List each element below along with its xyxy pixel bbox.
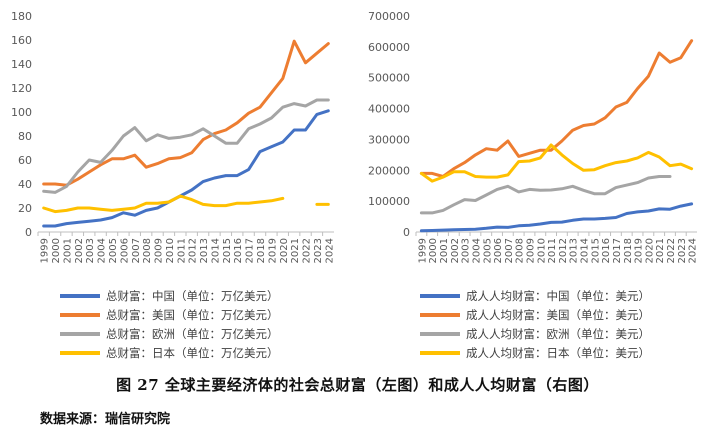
chart1-x-tick-label-21: 2020: [644, 238, 655, 263]
chart0-y-tick-label-7: 140: [11, 58, 32, 71]
chart0-x-tick-label-23: 2022: [302, 238, 313, 263]
chart0-y-tick-label-5: 100: [11, 106, 32, 119]
per-adult-wealth-chart-svg: 0 100000 200000 300000 400000 500000 600000 700…: [368, 10, 699, 360]
chart1-x-tick-label-3: 2002: [450, 238, 461, 263]
chart1-x-tick-label-12: 2011: [547, 238, 558, 263]
chart0-x-tick-label-20: 2019: [267, 238, 278, 263]
chart1-x-tick-label-24: 2023: [677, 238, 688, 263]
data-source: 数据来源：瑞信研究院: [40, 412, 171, 427]
chart1-y-tick-label-5: 500000: [368, 72, 410, 85]
chart1-x-tick-label-8: 2007: [504, 238, 515, 263]
chart1-x-tick-label-18: 2017: [612, 238, 623, 263]
chart0-x-tick-label-24: 2023: [313, 238, 324, 263]
chart0-x-tick-label-21: 2020: [279, 238, 290, 263]
chart0-x-tick-label-22: 2021: [290, 238, 301, 263]
chart1-x-tick-label-22: 2021: [655, 238, 666, 263]
chart1-y-tick-label-4: 400000: [368, 103, 410, 116]
figure-caption: 图 27 全球主要经济体的社会总财富（左图）和成人人均财富（右图）: [0, 374, 715, 395]
chart0-y-tick-label-4: 80: [18, 130, 32, 143]
chart0-x-tick-label-3: 2002: [74, 238, 85, 263]
chart1-x-tick-label-2: 2001: [439, 238, 450, 263]
chart1-x-tick-label-10: 2009: [525, 238, 536, 263]
chart0-y-tick-label-0: 0: [25, 226, 32, 239]
chart1-x-tick-label-1: 2000: [428, 238, 439, 263]
chart0-x-tick-label-7: 2006: [119, 238, 130, 263]
chart1-y-tick-label-1: 100000: [368, 195, 410, 208]
chart1-x-tick-label-7: 2006: [493, 238, 504, 263]
total-wealth-chart: 0 20 40 60 80 100 120 140 160 180 1999 2000 2001 2002…: [0, 0, 358, 372]
chart0-legend-label-2: 总财富：欧洲（单位：万亿美元）: [106, 327, 279, 341]
chart0-x-tick-label-0: 1999: [40, 238, 51, 263]
chart1-x-tick-label-16: 2015: [590, 238, 601, 263]
chart0-x-tick-label-13: 2012: [188, 238, 199, 263]
chart0-y-tick-label-9: 180: [11, 10, 32, 23]
chart0-x-tick-label-5: 2004: [97, 238, 108, 263]
total-wealth-chart-svg: 0 20 40 60 80 100 120 140 160 180 1999 2000 2001 2002…: [11, 10, 335, 360]
chart1-x-tick-label-4: 2003: [461, 238, 472, 263]
chart0-x-tick-label-15: 2014: [210, 238, 221, 263]
chart0-x-tick-label-12: 2011: [176, 238, 187, 263]
chart0-x-tick-label-1: 2000: [51, 238, 62, 263]
chart0-x-tick-label-18: 2017: [245, 238, 256, 263]
chart0-series-3-line-0: [42, 194, 285, 214]
chart1-series-0-line-0: [419, 202, 694, 233]
chart0-series-2-line-0: [42, 98, 330, 194]
chart1-x-tick-label-15: 2014: [580, 238, 591, 263]
chart1-y-tick-label-2: 200000: [368, 164, 410, 177]
chart0-x-tick-label-14: 2013: [199, 238, 210, 263]
chart1-series-2-line-0: [419, 175, 672, 215]
chart0-y-tick-label-8: 160: [11, 34, 32, 47]
chart0-series-1-line-0: [42, 39, 330, 187]
chart1-x-tick-label-17: 2016: [601, 238, 612, 263]
chart1-y-tick-label-7: 700000: [368, 10, 410, 23]
chart0-x-tick-label-8: 2007: [131, 238, 142, 263]
chart0-x-tick-label-16: 2015: [222, 238, 233, 263]
chart1-y-tick-label-3: 300000: [368, 133, 410, 146]
chart1-x-tick-label-14: 2013: [569, 238, 580, 263]
per-adult-wealth-chart: 0 100000 200000 300000 400000 500000 600000 700…: [358, 0, 715, 372]
chart1-series-3-line-0: [419, 143, 694, 183]
chart0-legend-label-3: 总财富：日本（单位：万亿美元）: [106, 346, 279, 360]
chart0-y-tick-label-1: 20: [18, 202, 32, 215]
chart0-legend-label-0: 总财富：中国（单位：万亿美元）: [106, 289, 279, 303]
chart1-x-tick-label-20: 2019: [634, 238, 645, 263]
chart1-x-tick-label-11: 2010: [536, 238, 547, 263]
chart0-x-tick-label-17: 2016: [233, 238, 244, 263]
chart0-x-tick-label-6: 2005: [108, 238, 119, 263]
chart0-x-tick-label-19: 2018: [256, 238, 267, 263]
chart0-y-tick-label-6: 120: [11, 82, 32, 95]
chart1-legend-label-2: 成人人均财富：欧洲（单位：美元）: [466, 327, 650, 341]
chart1-x-tick-label-13: 2012: [558, 238, 569, 263]
chart1-y-tick-label-0: 0: [403, 226, 410, 239]
chart1-x-tick-label-9: 2008: [515, 238, 526, 263]
chart0-x-tick-label-2: 2001: [62, 238, 73, 263]
chart1-legend-label-0: 成人人均财富：中国（单位：美元）: [466, 289, 650, 303]
chart0-x-tick-label-9: 2008: [142, 238, 153, 263]
chart1-x-tick-label-5: 2004: [471, 238, 482, 263]
chart0-series-0-line-0: [42, 109, 330, 228]
chart1-x-tick-label-19: 2018: [623, 238, 634, 263]
chart1-x-tick-label-0: 1999: [417, 238, 428, 263]
chart0-x-tick-label-11: 2010: [165, 238, 176, 263]
chart1-legend-label-3: 成人人均财富：日本（单位：美元）: [466, 346, 650, 360]
chart1-legend-label-1: 成人人均财富：美国（单位：美元）: [466, 308, 650, 322]
figure-caption-text: 全球主要经济体的社会总财富（左图）和成人人均财富（右图）: [164, 376, 599, 394]
chart0-legend-label-1: 总财富：美国（单位：万亿美元）: [106, 308, 279, 322]
chart0-x-tick-label-25: 2024: [324, 238, 335, 263]
chart0-x-tick-label-4: 2003: [85, 238, 96, 263]
chart1-x-tick-label-6: 2005: [482, 238, 493, 263]
chart1-x-tick-label-25: 2024: [688, 238, 699, 263]
chart1-series-1-line-0: [419, 39, 694, 178]
figure-label: 图 27: [116, 376, 160, 394]
chart0-y-tick-label-3: 60: [18, 154, 32, 167]
chart1-y-tick-label-6: 600000: [368, 41, 410, 54]
chart1-x-tick-label-23: 2022: [666, 238, 677, 263]
chart0-x-tick-label-10: 2009: [154, 238, 165, 263]
chart0-y-tick-label-2: 40: [18, 178, 32, 191]
